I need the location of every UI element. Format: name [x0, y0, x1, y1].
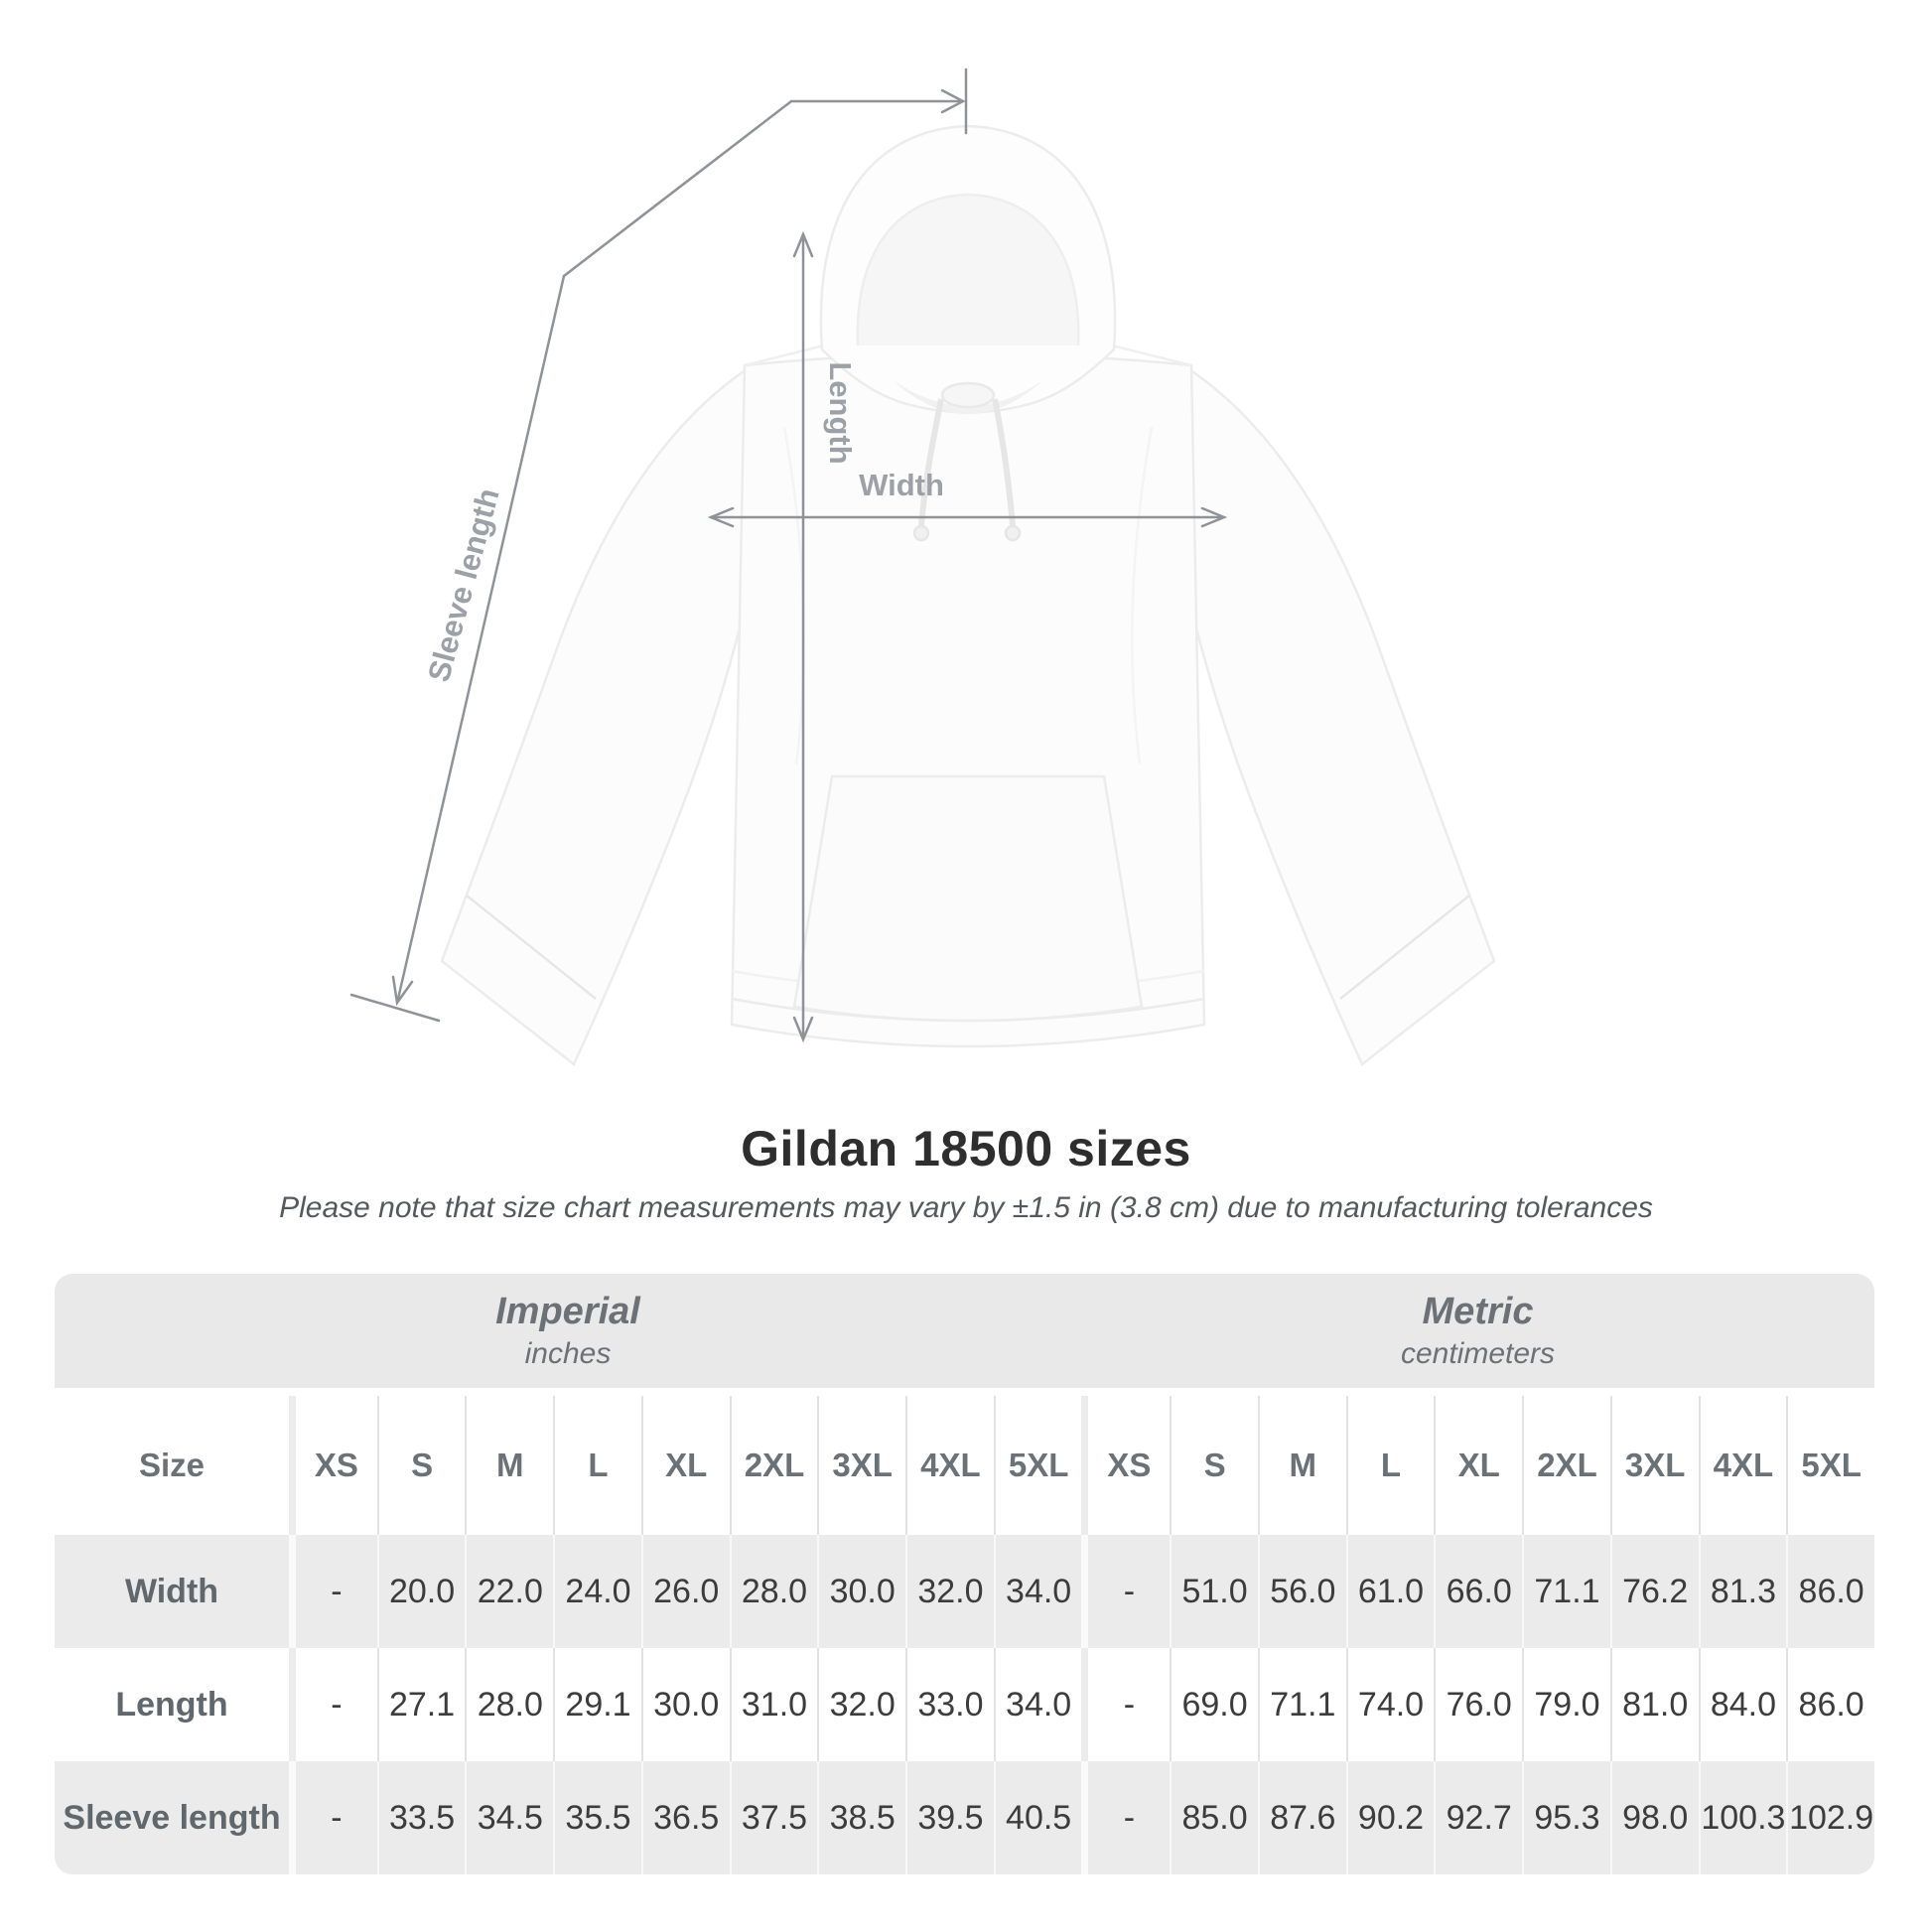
size-header-cell: 2XL [729, 1396, 818, 1535]
value-cell: 30.0 [817, 1535, 905, 1648]
length-label: Length [823, 361, 858, 464]
value-cell: 61.0 [1345, 1535, 1435, 1648]
value-cell: - [1081, 1648, 1170, 1761]
value-cell: 37.5 [729, 1761, 818, 1874]
size-header-cell: L [553, 1396, 641, 1535]
value-cell: 69.0 [1170, 1648, 1258, 1761]
size-header-row: Size XS S M L XL 2XL 3XL 4XL 5XL XS S M L XL 2XL 3XL 4XL 5… [55, 1396, 1874, 1535]
value-cell: 35.5 [553, 1761, 641, 1874]
value-cell: 32.0 [905, 1535, 994, 1648]
value-cell: 56.0 [1257, 1535, 1346, 1648]
table-row: Length -27.1 28.0 29.1 30.0 31.0 32.0 33.0 34.0-… [55, 1648, 1874, 1761]
imperial-header: Imperial inches [55, 1274, 1081, 1388]
value-cell: 102.9 [1786, 1761, 1874, 1874]
page-title: Gildan 18500 sizes [741, 1121, 1191, 1176]
value-cell: 36.5 [640, 1761, 730, 1874]
value-cell: 92.7 [1434, 1761, 1522, 1874]
imperial-unit: inches [524, 1337, 612, 1370]
value-cell: - [1081, 1761, 1170, 1874]
metric-unit: centimeters [1400, 1337, 1556, 1370]
hoodie-measurement-diagram: Width Length Sleeve length [349, 68, 1496, 1066]
value-cell: 71.1 [1257, 1648, 1346, 1761]
size-header-cell: 2XL [1522, 1396, 1610, 1535]
tolerance-note: Please note that size chart measurements… [279, 1191, 1653, 1224]
value-cell: 24.0 [553, 1535, 641, 1648]
value-cell: 84.0 [1698, 1648, 1787, 1761]
value-cell: 38.5 [817, 1761, 905, 1874]
value-cell: 81.3 [1698, 1535, 1787, 1648]
size-header-cell: 5XL [993, 1396, 1082, 1535]
metric-header: Metric centimeters [1081, 1274, 1874, 1388]
hoodie-illustration [440, 124, 1496, 1066]
value-cell: 22.0 [465, 1535, 553, 1648]
width-label: Width [859, 468, 944, 502]
value-cell: 34.0 [993, 1648, 1082, 1761]
value-cell: 85.0 [1170, 1761, 1258, 1874]
value-cell: 90.2 [1345, 1761, 1435, 1874]
row-label: Sleeve length [63, 1798, 281, 1837]
value-cell: 34.0 [993, 1535, 1082, 1648]
value-cell: 28.0 [465, 1648, 553, 1761]
size-header-cell: XL [1434, 1396, 1522, 1535]
value-cell: 71.1 [1522, 1535, 1610, 1648]
table-row: Width -20.0 22.0 24.0 26.0 28.0 30.0 32.0 34.0-5… [55, 1535, 1874, 1648]
size-header-cell: 3XL [817, 1396, 905, 1535]
size-header-cell: XL [640, 1396, 730, 1535]
value-cell: 33.5 [376, 1761, 466, 1874]
value-cell: 33.0 [905, 1648, 994, 1761]
value-cell: 30.0 [640, 1648, 730, 1761]
length-dimension-line [792, 230, 814, 1043]
imperial-name: Imperial [495, 1291, 640, 1332]
value-cell: 98.0 [1609, 1761, 1699, 1874]
value-cell: 34.5 [465, 1761, 553, 1874]
value-cell: 27.1 [376, 1648, 466, 1761]
value-cell: - [1081, 1535, 1170, 1648]
width-dimension-line [707, 506, 1228, 528]
value-cell: 79.0 [1522, 1648, 1610, 1761]
value-cell: 20.0 [376, 1535, 466, 1648]
size-header-cell: 4XL [1698, 1396, 1787, 1535]
value-cell: 95.3 [1522, 1761, 1610, 1874]
row-label: Length [115, 1685, 228, 1724]
value-cell: 76.0 [1434, 1648, 1522, 1761]
size-header-cell: 5XL [1786, 1396, 1874, 1535]
size-header-cell: XS [289, 1396, 377, 1535]
value-cell: - [289, 1535, 377, 1648]
value-cell: 26.0 [640, 1535, 730, 1648]
value-cell: 28.0 [729, 1535, 818, 1648]
size-header-cell: S [1170, 1396, 1258, 1535]
value-cell: 87.6 [1257, 1761, 1346, 1874]
value-cell: 100.3 [1698, 1761, 1787, 1874]
size-header-cell: XS [1081, 1396, 1170, 1535]
size-header-cell: 4XL [905, 1396, 994, 1535]
size-header-cell: S [376, 1396, 466, 1535]
size-column-header: Size [138, 1447, 206, 1483]
size-header-cell: M [1257, 1396, 1346, 1535]
table-row: Sleeve length -33.5 34.5 35.5 36.5 37.5 38.5 39… [55, 1761, 1874, 1874]
value-cell: 29.1 [553, 1648, 641, 1761]
value-cell: 74.0 [1345, 1648, 1435, 1761]
size-header-cell: M [465, 1396, 553, 1535]
size-table: Imperial inches Metric centimeters Size X… [55, 1274, 1874, 1874]
row-label: Width [124, 1572, 219, 1610]
value-cell: - [289, 1648, 377, 1761]
value-cell: 40.5 [993, 1761, 1082, 1874]
size-rows: Width -20.0 22.0 24.0 26.0 28.0 30.0 32.0 34.0-5… [55, 1535, 1874, 1874]
value-cell: 66.0 [1434, 1535, 1522, 1648]
value-cell: 31.0 [729, 1648, 818, 1761]
sleeve-dimension-line [349, 68, 968, 1023]
value-cell: 51.0 [1170, 1535, 1258, 1648]
metric-name: Metric [1422, 1291, 1534, 1332]
value-cell: 86.0 [1786, 1648, 1874, 1761]
value-cell: 86.0 [1786, 1535, 1874, 1648]
size-header-cell: 3XL [1609, 1396, 1699, 1535]
value-cell: 76.2 [1609, 1535, 1699, 1648]
value-cell: 39.5 [905, 1761, 994, 1874]
size-header-cell: L [1345, 1396, 1435, 1535]
value-cell: 81.0 [1609, 1648, 1699, 1761]
value-cell: - [289, 1761, 377, 1874]
unit-header-band: Imperial inches Metric centimeters [55, 1274, 1874, 1388]
value-cell: 32.0 [817, 1648, 905, 1761]
